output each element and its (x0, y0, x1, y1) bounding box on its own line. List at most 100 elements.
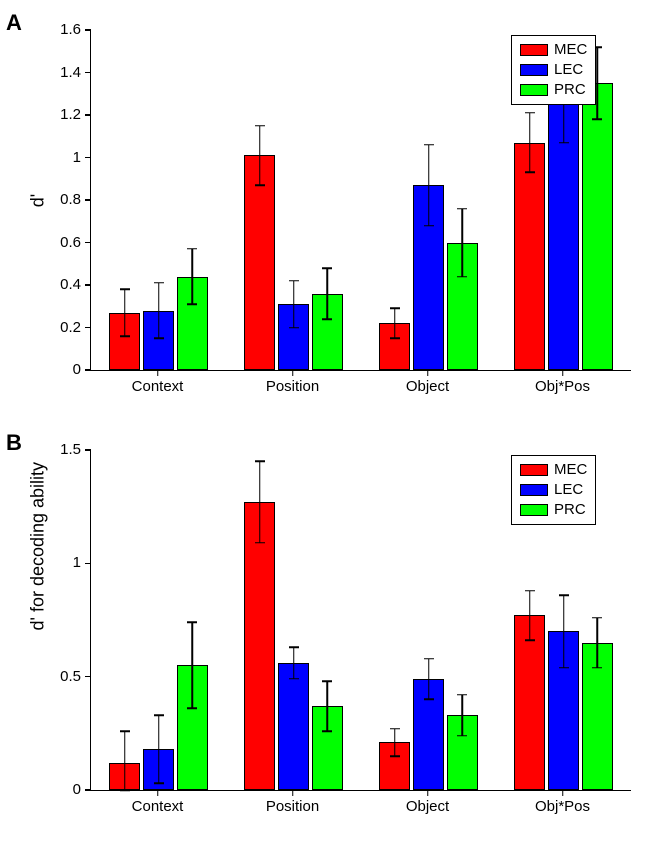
legend-label: LEC (554, 480, 583, 500)
error-bar (597, 47, 599, 119)
x-axis: Context Position Object Obj*Pos (90, 370, 630, 400)
error-bar (529, 591, 531, 641)
xtick-mark (157, 370, 159, 376)
xtick-mark (562, 790, 564, 796)
xtick-label: Context (132, 798, 184, 815)
error-bar (428, 145, 430, 226)
ytick-label: 0.6 (60, 234, 81, 251)
legend-label: MEC (554, 40, 587, 60)
xtick-label: Context (132, 378, 184, 395)
panel-A: A 00.20.40.60.811.21.41.6MECLECPRC d' Conte… (0, 10, 662, 405)
error-cap (592, 119, 602, 121)
xtick-mark (562, 370, 564, 376)
error-cap (187, 303, 197, 305)
error-cap (390, 337, 400, 339)
xtick-label: Object (406, 378, 449, 395)
error-cap (289, 678, 299, 680)
error-bar (394, 729, 396, 756)
y-axis-label: d' (28, 191, 49, 211)
legend-item: LEC (520, 480, 587, 500)
legend-item: LEC (520, 60, 587, 80)
legend-item: PRC (520, 500, 587, 520)
error-cap (255, 542, 265, 544)
error-cap (187, 248, 197, 250)
ytick-label: 0.5 (60, 668, 81, 685)
legend-label: PRC (554, 80, 586, 100)
error-cap (592, 667, 602, 669)
error-bar (124, 731, 126, 790)
ytick-label: 1.2 (60, 106, 81, 123)
error-cap (525, 590, 535, 592)
error-cap (322, 267, 332, 269)
error-cap (255, 184, 265, 186)
error-bar (597, 618, 599, 668)
bar (514, 143, 545, 370)
ytick-label: 0 (73, 361, 81, 378)
bar (582, 83, 613, 370)
error-cap (120, 730, 130, 732)
ytick-label: 0 (73, 781, 81, 798)
error-bar (327, 681, 329, 731)
legend-swatch (520, 484, 548, 496)
error-bar (293, 647, 295, 679)
legend-item: PRC (520, 80, 587, 100)
y-axis-label: d' for decoding ability (28, 611, 49, 631)
xtick-label: Position (266, 378, 319, 395)
legend-swatch (520, 504, 548, 516)
legend-label: LEC (554, 60, 583, 80)
error-bar (259, 461, 261, 543)
error-cap (390, 755, 400, 757)
error-cap (187, 708, 197, 710)
error-cap (120, 335, 130, 337)
error-cap (559, 667, 569, 669)
error-bar (563, 595, 565, 668)
error-cap (322, 318, 332, 320)
error-cap (424, 225, 434, 227)
plot-area-B: 00.511.5MECLECPRC (90, 450, 631, 791)
error-cap (187, 622, 197, 624)
error-bar (394, 308, 396, 338)
panel-B: B00.511.5MECLECPRCd' for decoding abilit… (0, 430, 662, 825)
error-cap (457, 276, 467, 278)
error-bar (462, 209, 464, 277)
legend-label: PRC (554, 500, 586, 520)
error-cap (390, 308, 400, 310)
xtick-mark (427, 790, 429, 796)
legend-swatch (520, 44, 548, 56)
error-cap (525, 172, 535, 174)
legend-label: MEC (554, 460, 587, 480)
xtick-label: Object (406, 798, 449, 815)
error-cap (424, 658, 434, 660)
error-cap (390, 728, 400, 730)
xtick-mark (157, 790, 159, 796)
legend-item: MEC (520, 40, 587, 60)
error-bar (124, 289, 126, 336)
error-cap (120, 289, 130, 291)
error-cap (322, 680, 332, 682)
ytick-label: 1 (73, 554, 81, 571)
error-bar (158, 283, 160, 338)
bar (244, 155, 275, 370)
error-cap (525, 640, 535, 642)
xtick-label: Position (266, 798, 319, 815)
ytick-label: 1.6 (60, 21, 81, 38)
error-bar (327, 268, 329, 319)
error-cap (457, 694, 467, 696)
plot-area-A: 00.20.40.60.811.21.41.6MECLECPRC (90, 30, 631, 371)
ytick-label: 0.4 (60, 276, 81, 293)
legend-swatch (520, 84, 548, 96)
xtick-label: Obj*Pos (535, 378, 590, 395)
error-cap (525, 112, 535, 114)
error-cap (255, 461, 265, 463)
xtick-mark (292, 790, 294, 796)
xtick-mark (427, 370, 429, 376)
ytick-label: 1.5 (60, 441, 81, 458)
error-cap (424, 144, 434, 146)
error-cap (457, 735, 467, 737)
panel-label-A: A (6, 10, 22, 36)
error-cap (154, 782, 164, 784)
error-bar (192, 249, 194, 304)
ytick-label: 1.4 (60, 64, 81, 81)
ytick-label: 0.8 (60, 191, 81, 208)
error-bar (259, 126, 261, 186)
